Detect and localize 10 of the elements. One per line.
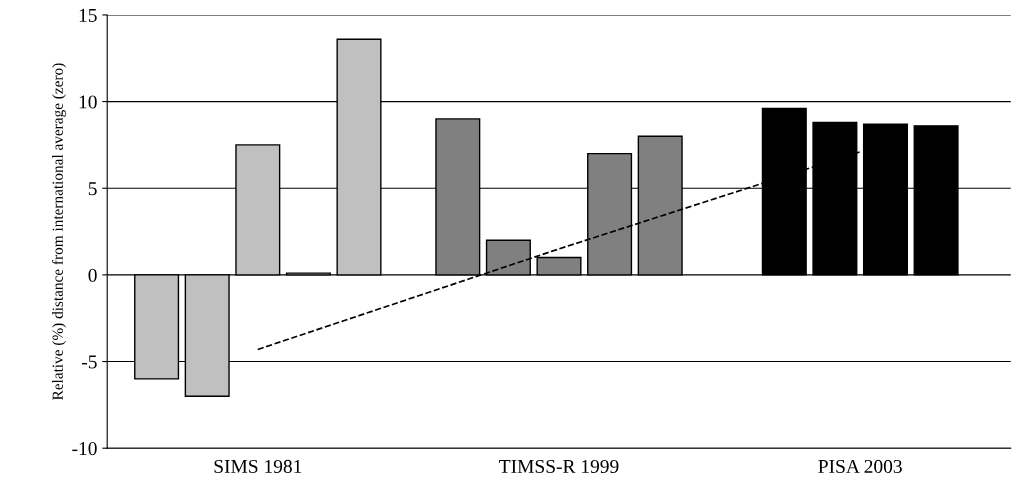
x-tick-label: PISA 2003	[818, 459, 902, 473]
y-tick-label: -5	[82, 355, 97, 369]
y-tick-label: -10	[72, 442, 97, 456]
x-tick-label: TIMSS-R 1999	[499, 459, 619, 473]
y-tick-label: 5	[88, 182, 97, 196]
x-tick-label: SIMS 1981	[214, 459, 302, 473]
y-tick-label: 0	[88, 268, 97, 282]
y-tick-label: 15	[79, 8, 97, 22]
y-axis-title: Relative (%) distance from international average (zero)	[51, 63, 67, 400]
y-tick-label: 10	[79, 95, 97, 109]
